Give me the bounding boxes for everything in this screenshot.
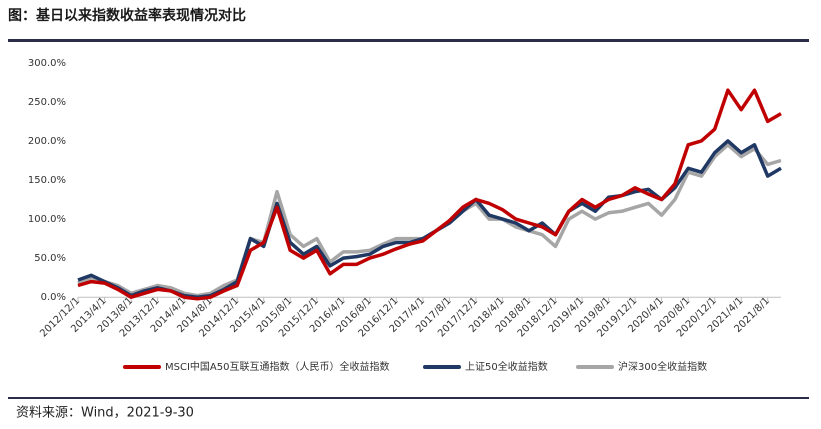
legend-label: 沪深300全收益指数 [618,360,707,373]
legend-label: 上证50全收益指数 [465,360,548,373]
legend-label: MSCI中国A50互联互通指数（人民币）全收益指数 [165,360,389,373]
source-note: 资料来源：Wind，2021-9-30 [16,406,194,421]
y-tick-label: 100.0% [28,214,66,225]
footer-rule [8,397,809,399]
chart-title: 图：基日以来指数收益率表现情况对比 [8,7,246,24]
series-line [77,88,782,301]
header-rule [8,39,809,42]
y-tick-label: 200.0% [28,136,66,147]
series-line [77,139,782,299]
y-tick-label: 150.0% [28,175,66,186]
y-tick-label: 0.0% [41,292,66,303]
y-tick-label: 50.0% [34,253,66,264]
y-tick-label: 300.0% [28,58,66,69]
series-line [77,143,782,298]
y-tick-label: 250.0% [28,97,66,108]
